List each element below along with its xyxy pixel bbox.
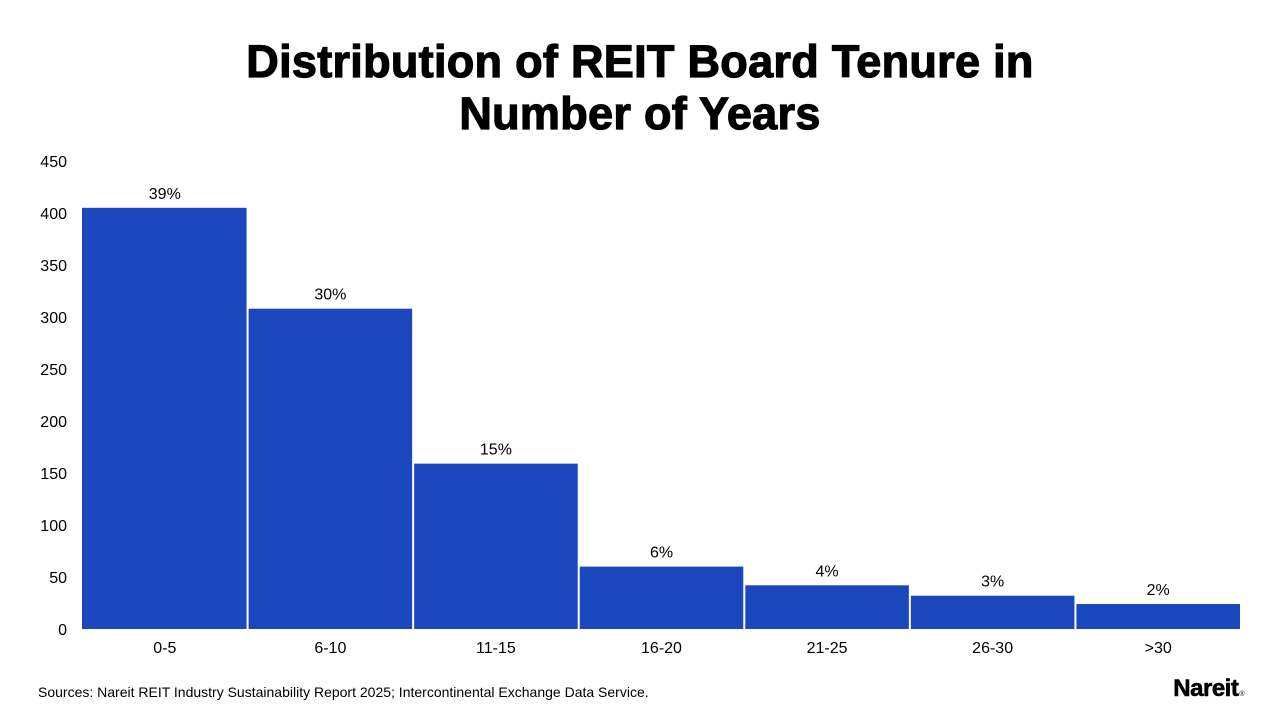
registered-mark: ®	[1239, 691, 1244, 698]
x-tick-label-16-20: 16-20	[641, 640, 682, 657]
data-label-21-25: 4%	[816, 563, 839, 580]
data-label-11-15: 15%	[480, 442, 512, 459]
bar->30	[1076, 604, 1240, 629]
bar-6-10	[248, 308, 413, 629]
x-tick-label-6-10: 6-10	[314, 640, 346, 657]
nareit-logo: Nareit®	[1173, 674, 1244, 710]
y-axis: 0 50 100 150 200 250 300 350 400 450	[40, 154, 67, 639]
x-tick-label->30: >30	[1145, 640, 1172, 657]
x-tick-label-0-5: 0-5	[153, 640, 176, 657]
source-note: Sources: Nareit REIT Industry Sustainabi…	[38, 684, 649, 700]
y-tick-label: 0	[58, 622, 67, 639]
data-label-26-30: 3%	[981, 574, 1004, 591]
y-tick-label: 50	[49, 570, 67, 587]
y-tick-label: 150	[40, 466, 67, 483]
bar-11-15	[414, 463, 578, 629]
data-label->30: 2%	[1147, 582, 1170, 599]
data-labels: 39% 30% 15% 6% 4% 3% 2%	[149, 186, 1170, 599]
y-tick-label: 250	[40, 362, 67, 379]
logo-text: Nareit	[1173, 675, 1239, 703]
bar-21-25	[745, 585, 909, 629]
x-tick-label-26-30: 26-30	[972, 640, 1013, 657]
x-tick-label-11-15: 11-15	[476, 640, 516, 657]
bar-16-20	[579, 566, 744, 629]
bar-26-30	[910, 595, 1075, 629]
x-tick-label-21-25: 21-25	[807, 640, 848, 657]
chart-title: Distribution of REIT Board Tenure in Num…	[246, 35, 1034, 139]
data-label-16-20: 6%	[650, 545, 673, 562]
bars	[82, 207, 1240, 630]
bar-0-5	[82, 207, 247, 630]
y-tick-label: 100	[40, 518, 67, 535]
x-axis: 0-5 6-10 11-15 16-20 21-25 26-30 >30	[153, 640, 1172, 657]
y-tick-label: 200	[40, 414, 67, 431]
y-tick-label: 450	[40, 154, 67, 171]
y-tick-label: 400	[40, 206, 67, 223]
data-label-0-5: 39%	[149, 186, 181, 203]
data-label-6-10: 30%	[314, 287, 346, 304]
y-tick-label: 350	[40, 258, 67, 275]
y-tick-label: 300	[40, 310, 67, 327]
